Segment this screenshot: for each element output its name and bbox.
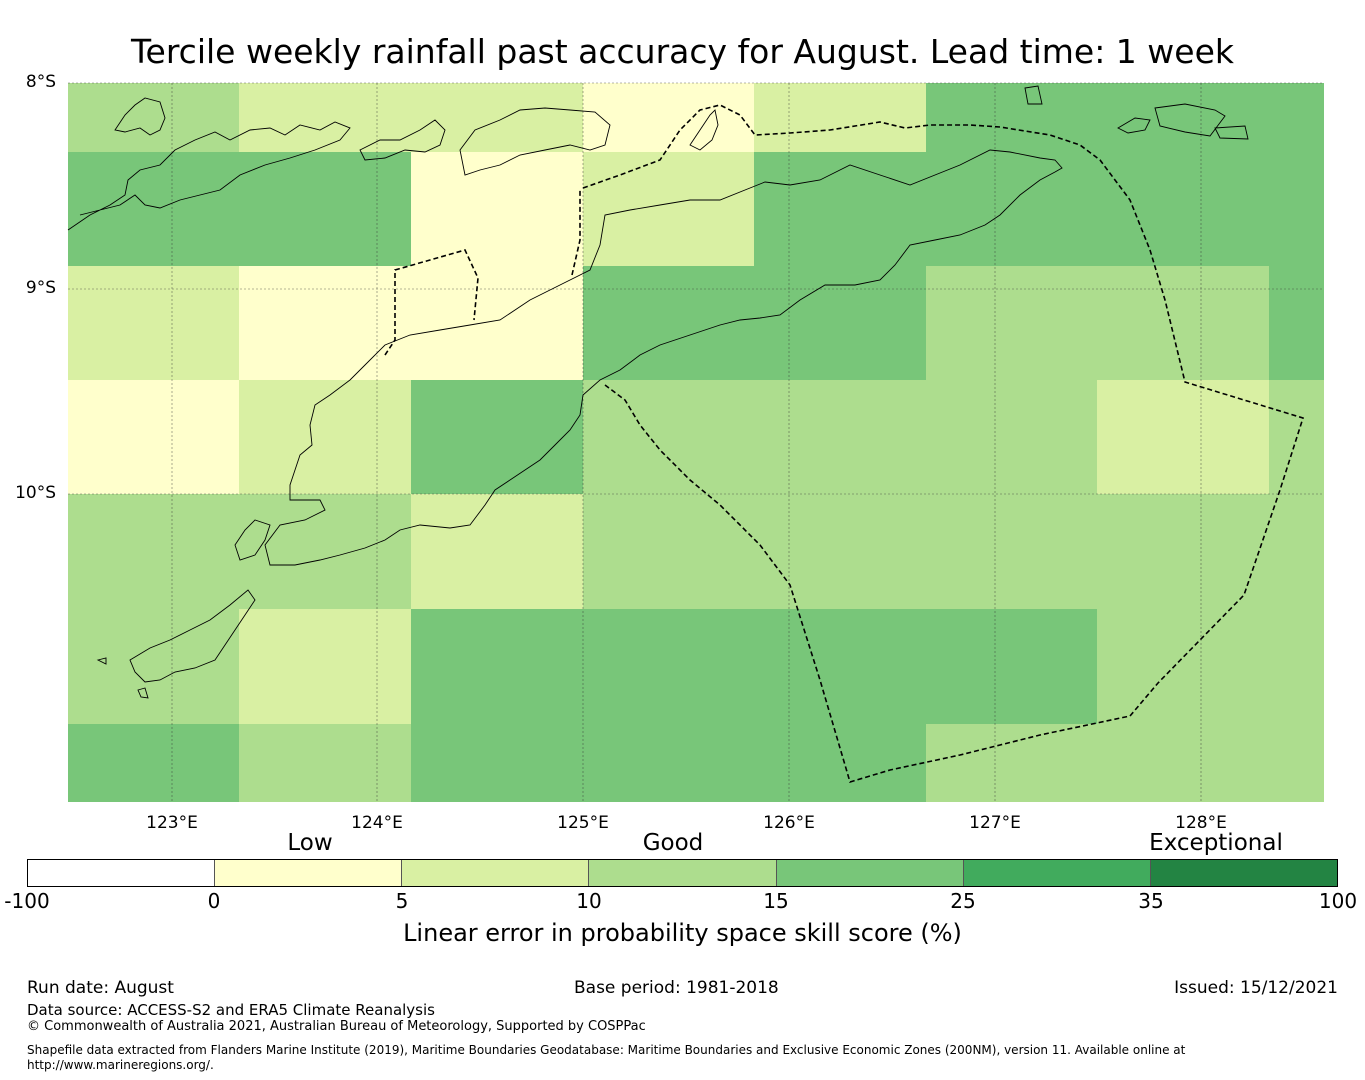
grid-cell [68,380,239,494]
lon-label-127e: 127°E [969,813,1021,833]
colorbar-tick: 10 [576,889,602,913]
coastline-northern-isles [1024,85,1249,140]
skill-grid-cells [68,83,1324,802]
colorbar-segment [1150,860,1337,886]
grid-cell [411,609,1097,724]
run-date: Run date: August [27,978,174,998]
coastline-flores [67,121,351,231]
coastline-small-islands [96,657,149,699]
grid-cell [239,83,583,152]
coastline-timor [264,149,1063,566]
grid-cell [239,266,583,380]
legend-category-exceptional: Exceptional [1149,830,1283,856]
lon-label-124e: 124°E [351,813,403,833]
coastline-wetar [459,107,611,176]
coastline-sumba-east [234,519,271,561]
colorbar-tick: 15 [763,889,789,913]
coastline-flores-north [114,97,166,136]
lat-label-9s: 9°S [25,278,56,298]
coastline-rote [129,589,256,683]
grid-cell [1097,609,1324,724]
lat-label-10s: 10°S [15,483,56,503]
grid-cell [239,724,411,802]
eez-boundary-west [571,190,581,276]
lat-label-8s: 8°S [25,72,56,92]
grid-cell [926,83,1324,152]
eez-boundary-north [582,104,1305,783]
colorbar-title: Linear error in probability space skill … [403,919,962,947]
grid-cell [411,724,926,802]
grid-cell [239,380,411,494]
grid-cell [68,724,239,802]
colorbar-tick: 35 [1138,889,1164,913]
grid-cell [583,380,1097,494]
grid-cell [68,83,239,152]
grid-cell [411,380,583,494]
grid-cell [754,152,1324,266]
colorbar-tick: 100 [1318,889,1358,913]
coastline-alor [359,119,446,161]
grid-cell [68,266,239,380]
colorbar-tick: 0 [207,889,221,913]
grid-cell [1097,380,1269,494]
shapefile-credit: Shapefile data extracted from Flanders M… [27,1043,1186,1072]
colorbar-segment [963,860,1151,886]
grid-cell [68,152,411,266]
colorbar-segment [28,860,216,886]
coastline-atauro [689,109,719,151]
lon-label-125e: 125°E [557,813,609,833]
grid-cell [926,266,1269,380]
grid-cell [1269,266,1324,380]
skill-score-map [67,82,1324,802]
grid-cell [68,494,411,609]
grid-cell [411,494,583,609]
issued-date: Issued: 15/12/2021 [1174,978,1338,998]
grid-cell [68,609,239,724]
colorbar-segment [776,860,964,886]
grid-cell [583,494,1324,609]
lon-label-126e: 126°E [763,813,815,833]
colorbar-tick: 25 [950,889,976,913]
colorbar-tick: 5 [395,889,409,913]
colorbar [27,859,1338,887]
grid-cell [583,83,754,152]
grid-cell [583,152,754,266]
colorbar-segment [402,860,590,886]
base-period: Base period: 1981-2018 [574,978,779,998]
maritime-boundary [384,104,1305,783]
colorbar-segment [589,860,777,886]
gridlines [68,82,1324,802]
grid-cell [754,83,926,152]
copyright-notice: © Commonwealth of Australia 2021, Austra… [27,1019,646,1034]
map-title: Tercile weekly rainfall past accuracy fo… [130,32,1235,71]
legend-category-good: Good [642,830,704,856]
coastlines [67,85,1249,699]
eez-boundary-oecusse [384,249,479,356]
grid-cell [926,724,1324,802]
grid-cell [239,609,411,724]
colorbar-segment [215,860,403,886]
grid-cell [411,152,583,266]
lon-label-123e: 123°E [146,813,198,833]
lon-label-128e: 128°E [1175,813,1227,833]
legend-category-low: Low [287,830,333,856]
data-source: Data source: ACCESS-S2 and ERA5 Climate … [27,1001,435,1019]
colorbar-tick: -100 [4,889,50,913]
grid-cell [583,266,926,380]
